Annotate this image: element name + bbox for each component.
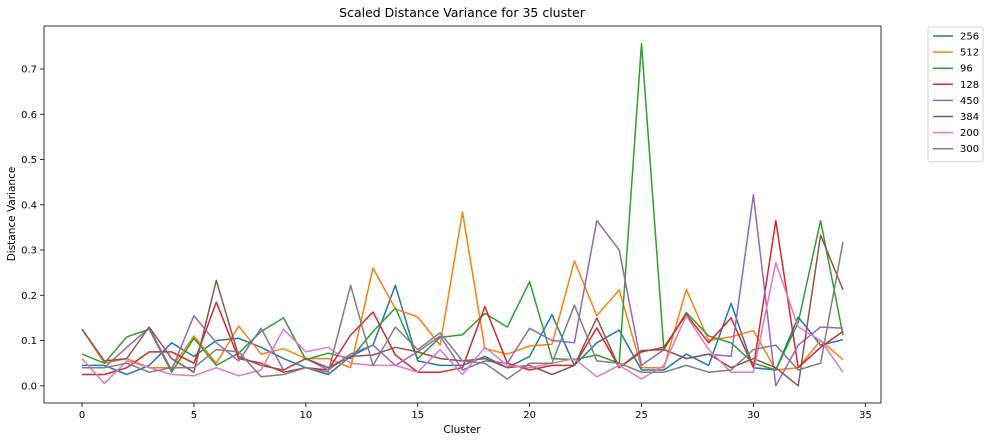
legend-label-384: 384 bbox=[960, 112, 979, 123]
y-tick-label: 0.4 bbox=[21, 200, 37, 211]
series-line-512 bbox=[81, 211, 844, 371]
series-line-200 bbox=[81, 261, 844, 385]
y-tick-label: 0.1 bbox=[21, 336, 37, 347]
series-line-450 bbox=[82, 194, 844, 387]
x-tick-label: 25 bbox=[635, 410, 648, 421]
x-tick-label: 10 bbox=[299, 410, 312, 421]
y-tick-label: 0.6 bbox=[21, 110, 37, 121]
x-tick-label: 35 bbox=[859, 410, 872, 421]
legend-label-200: 200 bbox=[960, 128, 979, 139]
y-tick-label: 0.0 bbox=[21, 381, 37, 392]
x-axis-label: Cluster bbox=[443, 424, 481, 436]
legend: 256 512 96 128 450 384 200 300 bbox=[927, 26, 984, 163]
y-tick-label: 0.5 bbox=[21, 155, 37, 166]
chart-title: Scaled Distance Variance for 35 cluster bbox=[339, 5, 586, 20]
y-axis-label: Distance Variance bbox=[6, 167, 18, 262]
x-tick-label: 15 bbox=[411, 410, 424, 421]
legend-label-300: 300 bbox=[960, 144, 979, 155]
series-line-300 bbox=[82, 241, 844, 380]
y-tick-label: 0.7 bbox=[21, 64, 37, 75]
legend-label-96: 96 bbox=[960, 64, 973, 75]
y-tick-label: 0.2 bbox=[21, 291, 37, 302]
x-tick-label: 30 bbox=[747, 410, 760, 421]
series-line-256 bbox=[82, 284, 844, 376]
series-line-128 bbox=[82, 219, 844, 376]
plot-area: 0 5 10 15 20 25 30 35 0.0 0.1 0.2 0.3 0.4 0.5 0.6 0.7 bbox=[21, 25, 882, 421]
legend-label-512: 512 bbox=[960, 48, 979, 59]
x-tick-label: 20 bbox=[523, 410, 536, 421]
x-tick-label: 5 bbox=[191, 410, 197, 421]
y-tick-label: 0.3 bbox=[21, 246, 37, 257]
legend-label-450: 450 bbox=[960, 96, 979, 107]
legend-box bbox=[927, 26, 984, 163]
legend-label-128: 128 bbox=[960, 80, 979, 91]
legend-label-256: 256 bbox=[960, 32, 979, 43]
x-tick-label: 0 bbox=[79, 410, 85, 421]
axes-frame bbox=[43, 25, 882, 404]
